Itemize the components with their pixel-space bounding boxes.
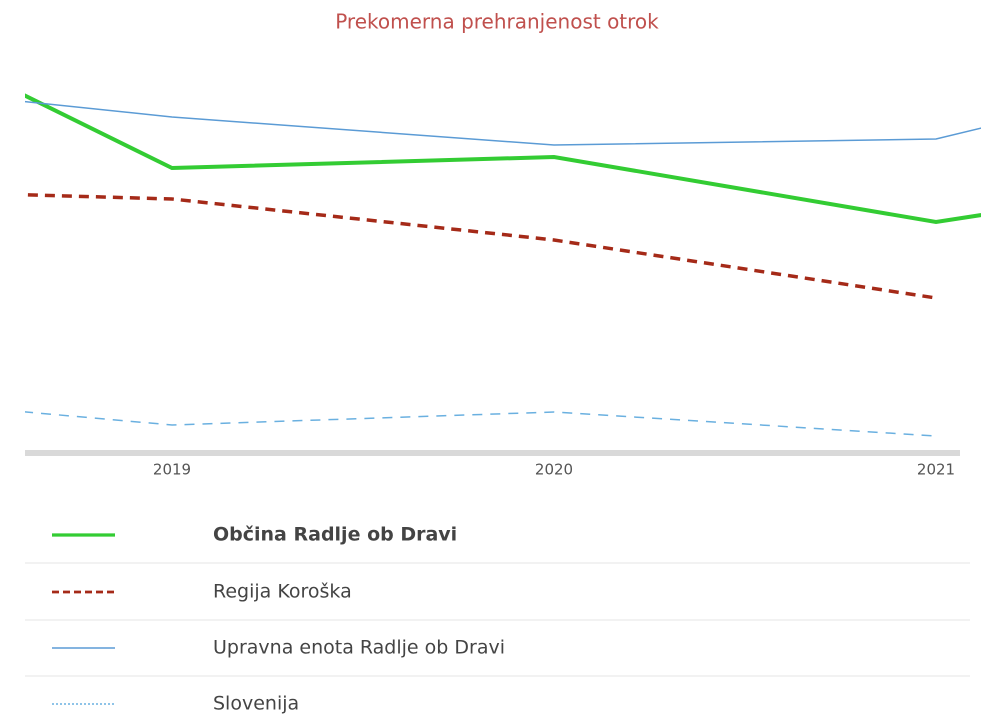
x-axis [25,450,960,456]
chart-title: Prekomerna prehranjenost otrok [335,10,659,34]
series-line [25,100,981,146]
x-tick-label: 2021 [917,461,955,479]
legend-label: Slovenija [213,693,299,715]
legend-label: Upravna enota Radlje ob Dravi [213,637,505,659]
plot-area [25,93,981,437]
series-line [25,411,937,437]
series-line [25,193,937,300]
x-tick-label: 2019 [153,461,191,479]
x-tick-label: 2020 [535,461,573,479]
legend-label: Regija Koroška [213,581,352,603]
legend-label: Občina Radlje ob Dravi [213,524,457,546]
series-line [25,93,981,225]
